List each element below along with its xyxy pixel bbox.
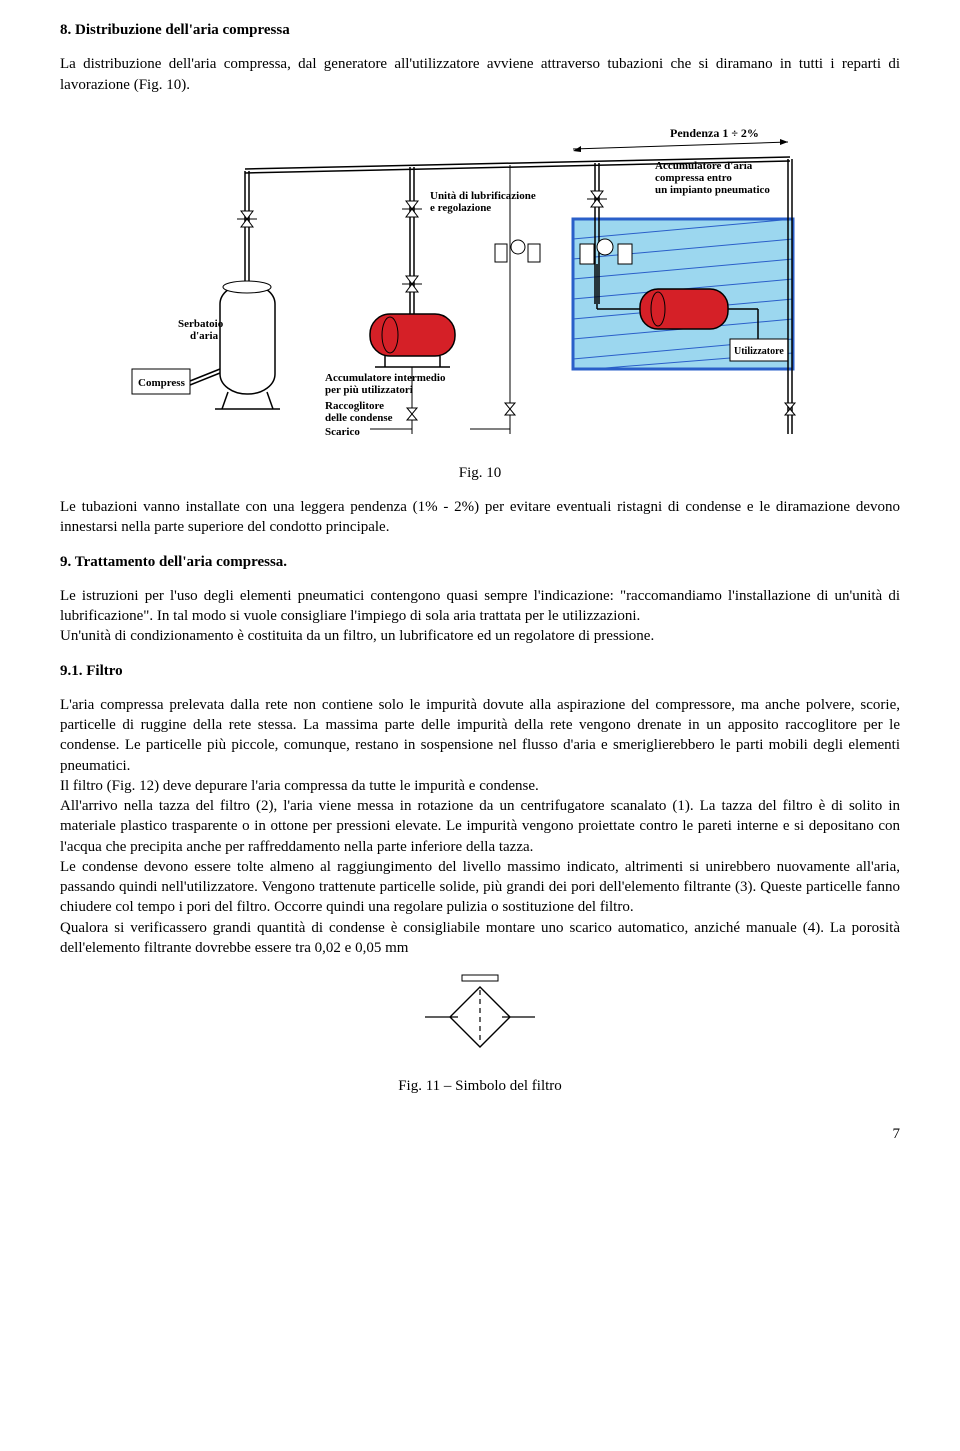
filter-symbol-diagram xyxy=(420,972,540,1062)
figure-10: Pendenza 1 ÷ 2% Serbatoio d'aria Compres… xyxy=(60,109,900,449)
section-9-1-p5: Qualora si verificassero grandi quantità… xyxy=(60,918,900,959)
section-8-p2: Le tubazioni vanno installate con una le… xyxy=(60,497,900,538)
section-9-1-p4: Le condense devono essere tolte almeno a… xyxy=(60,857,900,918)
figure-10-caption: Fig. 10 xyxy=(60,463,900,483)
label-compress: Compress xyxy=(138,377,186,389)
section-8-p1: La distribuzione dell'aria compressa, da… xyxy=(60,54,900,95)
label-unita: Unità di lubrificazione e regolazione xyxy=(430,190,538,214)
section-9-p2: Un'unità di condizionamento è costituita… xyxy=(60,626,900,646)
figure-11-caption: Fig. 11 – Simbolo del filtro xyxy=(60,1076,900,1096)
section-9-1-p3: All'arrivo nella tazza del filtro (2), l… xyxy=(60,796,900,857)
label-pendenza: Pendenza 1 ÷ 2% xyxy=(670,126,759,140)
label-acc-intermedio: Accumulatore intermedio per più utilizza… xyxy=(325,372,448,396)
label-utilizzatore: Utilizzatore xyxy=(734,346,784,357)
section-9-1-p1: L'aria compressa prelevata dalla rete no… xyxy=(60,695,900,776)
section-9-1-p2: Il filtro (Fig. 12) deve depurare l'aria… xyxy=(60,776,900,796)
section-9-p1: Le istruzioni per l'uso degli elementi p… xyxy=(60,586,900,627)
label-accumulatore: Accumulatore d'aria compressa entro un i… xyxy=(655,160,770,196)
section-8-heading: 8. Distribuzione dell'aria compressa xyxy=(60,20,900,40)
label-serbatoio: Serbatoio d'aria xyxy=(178,318,226,342)
section-9-heading: 9. Trattamento dell'aria compressa. xyxy=(60,552,900,572)
page-number: 7 xyxy=(60,1124,900,1144)
section-9-1-heading: 9.1. Filtro xyxy=(60,661,900,681)
pneumatic-distribution-diagram: Pendenza 1 ÷ 2% Serbatoio d'aria Compres… xyxy=(130,109,830,449)
label-raccoglitore: Raccoglitore delle condense xyxy=(325,400,393,424)
figure-11 xyxy=(60,972,900,1062)
label-scarico: Scarico xyxy=(325,426,360,438)
